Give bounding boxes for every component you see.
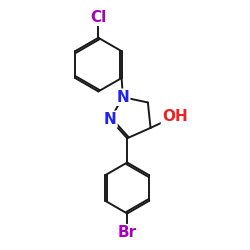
Text: Cl: Cl — [90, 10, 106, 25]
Text: N: N — [116, 90, 129, 105]
Text: N: N — [104, 112, 117, 127]
Text: OH: OH — [162, 109, 188, 124]
Text: Br: Br — [118, 225, 137, 240]
